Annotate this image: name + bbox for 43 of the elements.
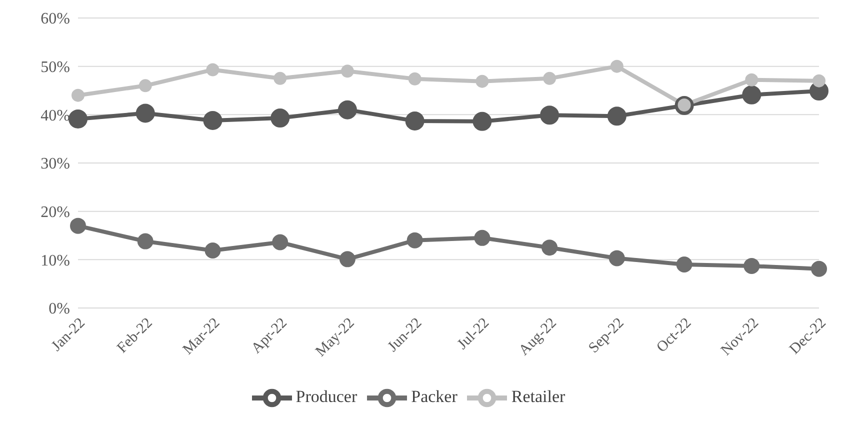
point bbox=[811, 260, 827, 277]
point bbox=[472, 112, 492, 131]
point bbox=[745, 73, 758, 86]
point bbox=[542, 240, 558, 256]
point bbox=[608, 250, 625, 266]
point bbox=[270, 108, 290, 128]
y-tick-label: 20% bbox=[40, 204, 70, 222]
legend-label: Retailer bbox=[511, 386, 566, 406]
point bbox=[138, 79, 152, 92]
point bbox=[405, 111, 424, 130]
point bbox=[676, 256, 692, 272]
point bbox=[272, 234, 288, 250]
point bbox=[72, 88, 84, 102]
point bbox=[70, 218, 86, 234]
y-tick-label: 10% bbox=[40, 252, 70, 270]
legend-label: Producer bbox=[296, 386, 358, 406]
legend-label: Packer bbox=[411, 386, 458, 406]
point bbox=[206, 63, 220, 76]
point bbox=[68, 110, 88, 129]
point bbox=[338, 100, 357, 120]
point bbox=[476, 74, 489, 88]
point bbox=[203, 110, 222, 130]
point bbox=[137, 233, 154, 250]
point bbox=[744, 258, 760, 274]
point bbox=[339, 251, 356, 268]
point bbox=[406, 232, 423, 248]
point bbox=[340, 64, 354, 78]
point bbox=[540, 106, 560, 125]
y-tick-label: 0% bbox=[48, 300, 70, 318]
y-tick-label: 60% bbox=[40, 10, 70, 28]
point bbox=[408, 72, 422, 86]
point bbox=[274, 72, 287, 85]
y-tick-label: 40% bbox=[40, 107, 70, 124]
point bbox=[136, 104, 155, 123]
point bbox=[742, 85, 762, 104]
point bbox=[812, 74, 826, 88]
y-tick-label: 30% bbox=[40, 156, 70, 173]
point bbox=[610, 60, 624, 73]
point bbox=[543, 72, 556, 85]
point bbox=[204, 242, 221, 258]
y-tick-label: 50% bbox=[40, 59, 70, 76]
point bbox=[474, 230, 490, 246]
point bbox=[607, 106, 626, 126]
